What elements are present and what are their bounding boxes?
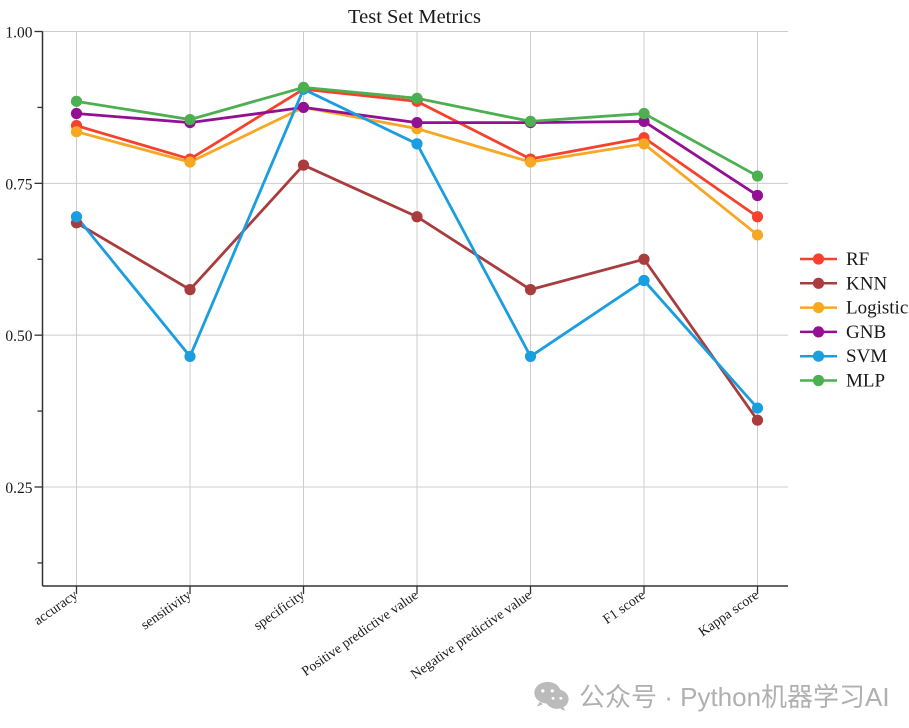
svg-text:Kappa score: Kappa score	[696, 588, 762, 640]
svg-text:0.25: 0.25	[5, 480, 32, 497]
svg-text:Negative predictive value: Negative predictive value	[408, 588, 534, 683]
svg-text:F1 score: F1 score	[601, 588, 649, 628]
svg-text:0.50: 0.50	[5, 328, 32, 345]
svg-text:0.75: 0.75	[5, 176, 32, 193]
svg-text:Logistic: Logistic	[846, 298, 908, 319]
svg-text:1.00: 1.00	[5, 25, 32, 42]
svg-text:sensitivity: sensitivity	[139, 588, 195, 633]
svg-text:GNB: GNB	[846, 322, 886, 343]
svg-text:RF: RF	[846, 249, 869, 270]
svg-text:KNN: KNN	[846, 273, 887, 294]
svg-text:Positive predictive value: Positive predictive value	[299, 588, 421, 680]
svg-text:specificity: specificity	[251, 588, 307, 634]
svg-text:accuracy: accuracy	[31, 588, 80, 629]
svg-text:SVM: SVM	[846, 346, 887, 367]
svg-text:MLP: MLP	[846, 371, 885, 392]
